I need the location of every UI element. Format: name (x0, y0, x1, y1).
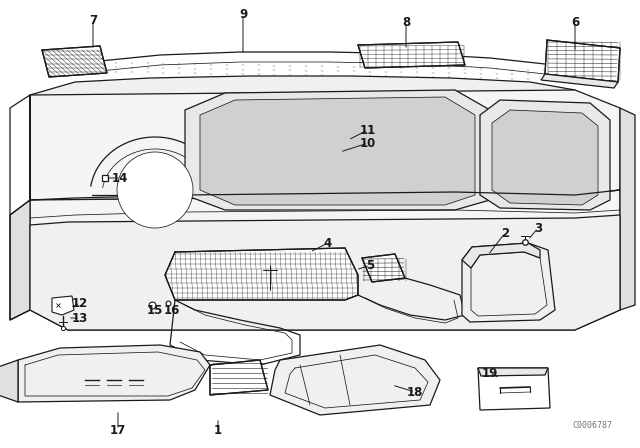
Text: 9: 9 (239, 8, 247, 21)
Text: 12: 12 (72, 297, 88, 310)
Text: 6: 6 (571, 16, 579, 29)
Text: 17: 17 (110, 423, 126, 436)
Text: 15: 15 (147, 303, 163, 316)
Polygon shape (270, 345, 440, 415)
Polygon shape (52, 296, 74, 315)
Text: 18: 18 (407, 385, 423, 399)
Polygon shape (30, 190, 620, 330)
Polygon shape (478, 368, 548, 376)
Polygon shape (30, 90, 620, 200)
Polygon shape (18, 345, 210, 402)
Text: 1: 1 (214, 423, 222, 436)
Polygon shape (210, 360, 268, 395)
Polygon shape (10, 95, 30, 320)
Polygon shape (330, 138, 348, 148)
Polygon shape (358, 42, 465, 68)
Text: C0006787: C0006787 (572, 421, 612, 430)
Text: 5: 5 (366, 258, 374, 271)
Text: 14: 14 (112, 172, 128, 185)
Text: 11: 11 (360, 124, 376, 137)
Text: 16: 16 (164, 303, 180, 316)
Text: 10: 10 (360, 137, 376, 150)
Polygon shape (362, 254, 405, 282)
Text: 7: 7 (89, 13, 97, 26)
Polygon shape (462, 243, 555, 322)
Polygon shape (0, 360, 18, 402)
Text: 2: 2 (501, 227, 509, 240)
Text: 13: 13 (72, 311, 88, 324)
Polygon shape (545, 40, 620, 82)
Polygon shape (30, 76, 575, 115)
Polygon shape (478, 368, 550, 410)
Polygon shape (492, 110, 598, 205)
Text: 3: 3 (534, 221, 542, 234)
Polygon shape (462, 243, 540, 268)
Circle shape (117, 152, 193, 228)
Polygon shape (200, 97, 475, 205)
Text: 19: 19 (482, 366, 498, 379)
Polygon shape (620, 108, 635, 310)
Polygon shape (541, 74, 618, 88)
Polygon shape (42, 46, 107, 77)
Text: 4: 4 (324, 237, 332, 250)
Polygon shape (165, 248, 358, 300)
Polygon shape (30, 215, 620, 330)
Polygon shape (480, 100, 610, 210)
Text: 8: 8 (402, 16, 410, 29)
Polygon shape (185, 90, 490, 210)
